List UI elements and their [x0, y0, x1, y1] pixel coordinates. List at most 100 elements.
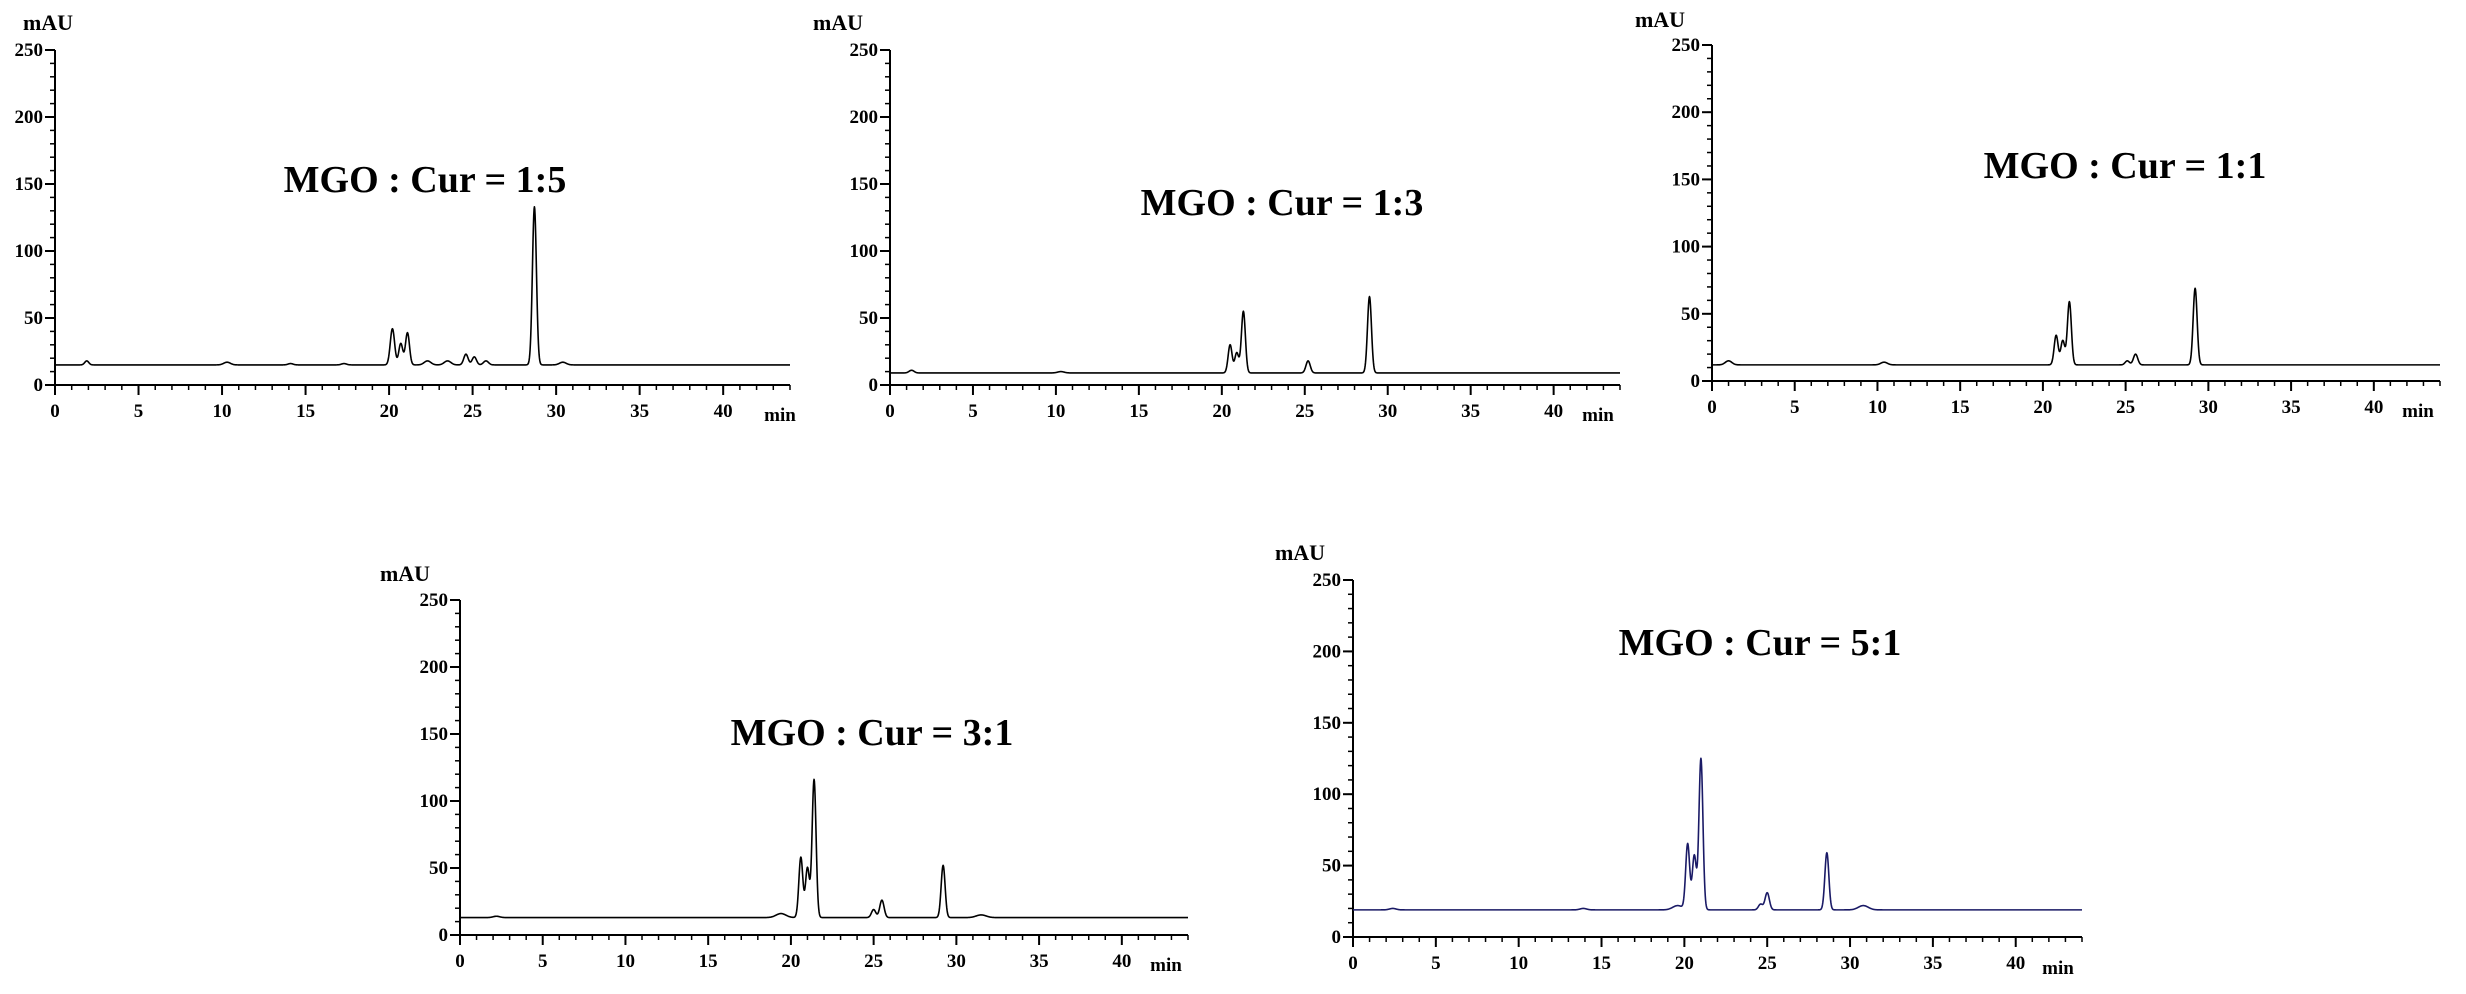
- chart4-x-axis-label: min: [1150, 955, 1182, 976]
- chart4-y-tick-label: 0: [439, 925, 449, 946]
- chart2-annotation: MGO : Cur = 1:3: [1141, 182, 1424, 224]
- chart3-y-tick-label: 250: [1672, 35, 1701, 56]
- chart3-x-axis-label: min: [2402, 401, 2434, 422]
- chart4-y-tick-label: 200: [420, 657, 449, 678]
- chart1-x-tick-label: 5: [134, 401, 144, 422]
- chart5-y-tick-label: 200: [1313, 641, 1342, 662]
- chart1-x-tick-label: 20: [380, 401, 399, 422]
- chart2-x-tick-label: 35: [1461, 401, 1480, 422]
- chart1-x-tick-label: 40: [714, 401, 733, 422]
- chart2-x-tick-label: 0: [885, 401, 895, 422]
- chart3-y-tick-label: 50: [1681, 304, 1700, 325]
- chromatogram-1: 0 50 100 150 200 250 0 5 10 15 20 25 30 35 40 mAU min MGO…: [15, 10, 797, 426]
- chart1-x-tick-label: 35: [630, 401, 649, 422]
- chart2-y-tick-label: 250: [850, 40, 879, 61]
- chart4-series-trace: [459, 778, 1189, 919]
- chart2-x-axis-label: min: [1582, 405, 1614, 426]
- chart1-series-trace: [54, 205, 791, 366]
- chart5-x-tick-label: 0: [1348, 953, 1358, 974]
- chart2-x-tick-label: 40: [1544, 401, 1563, 422]
- chart1-y-axis-label: mAU: [23, 10, 73, 35]
- chart5-x-tick-label: 15: [1592, 953, 1611, 974]
- chromatogram-2: 0 50 100 150 200 250 0 5 10 15 20 25 30 35 40 mAU min MGO…: [813, 10, 1621, 426]
- chart5-y-tick-label: 250: [1313, 570, 1342, 591]
- chromatogram-panel-4: 0 50 100 150 200 250 0 5 10 15 20 25 30 35 40 mAU min MGO…: [380, 561, 1189, 976]
- chart3-x-tick-label: 25: [2116, 397, 2135, 418]
- chart3-y-axis-label: mAU: [1635, 7, 1685, 32]
- chart1-x-axis-label: min: [764, 405, 796, 426]
- chart2-y-tick-label: 150: [850, 174, 879, 195]
- chart1-x-tick-label: 15: [296, 401, 315, 422]
- chart4-x-tick-label: 35: [1030, 951, 1049, 972]
- chart5-x-tick-label: 10: [1509, 953, 1528, 974]
- chart3-y-tick-label: 0: [1691, 371, 1701, 392]
- chart1-y-tick-label: 200: [15, 107, 44, 128]
- chart3-x-tick-label: 30: [2199, 397, 2218, 418]
- chromatogram-panel-2: 0 50 100 150 200 250 0 5 10 15 20 25 30 35 40 mAU min MGO…: [0, 0, 1660, 460]
- chart5-y-tick-label: 150: [1313, 713, 1342, 734]
- chart2-y-tick-label: 0: [869, 375, 879, 396]
- chart5-x-tick-label: 40: [2006, 953, 2025, 974]
- chart1-y-tick-label: 100: [15, 241, 44, 262]
- chart4-y-tick-label: 50: [429, 858, 448, 879]
- chart4-y-tick-label: 150: [420, 724, 449, 745]
- chart5-annotation: MGO : Cur = 5:1: [1619, 622, 1902, 664]
- chromatogram-panel-3: 0 50 100 150 200 250 0 5 10 15 20 25 30 35 40 mAU min MGO…: [0, 0, 2466, 460]
- chart2-x-tick-label: 25: [1295, 401, 1314, 422]
- chromatogram-panel-1: 0 50 100 150 200 250 0 5 10 15 20 25 30 35 40 mAU min MGO…: [0, 0, 830, 460]
- chart1-annotation: MGO : Cur = 1:5: [284, 159, 567, 201]
- chart5-x-tick-label: 35: [1923, 953, 1942, 974]
- chart4-y-axis-label: mAU: [380, 561, 430, 586]
- chart5-y-tick-label: 50: [1322, 856, 1341, 877]
- chart3-x-tick-label: 15: [1951, 397, 1970, 418]
- chart4-x-tick-label: 0: [455, 951, 465, 972]
- chart5-y-tick-label: 100: [1313, 784, 1342, 805]
- chart2-x-tick-label: 5: [968, 401, 978, 422]
- chromatogram-panel-5: 0 50 100 150 200 250 0 5 10 15 20 25 30 35 40 mAU min MGO…: [1275, 540, 2083, 979]
- chart2-x-tick-label: 15: [1129, 401, 1148, 422]
- chart2-x-tick-label: 30: [1378, 401, 1397, 422]
- chart4-y-tick-label: 250: [420, 590, 449, 611]
- chart1-x-tick-label: 10: [213, 401, 232, 422]
- chart1-x-tick-label: 25: [463, 401, 482, 422]
- chart4-x-tick-label: 25: [864, 951, 883, 972]
- chart5-y-tick-label: 0: [1332, 927, 1342, 948]
- chromatogram-3: 0 50 100 150 200 250 0 5 10 15 20 25 30 35 40 mAU min MGO…: [1635, 7, 2441, 422]
- chart3-y-tick-label: 150: [1672, 169, 1701, 190]
- chart5-x-tick-label: 20: [1675, 953, 1694, 974]
- chart3-x-tick-label: 0: [1707, 397, 1717, 418]
- chromatogram-4: 0 50 100 150 200 250 0 5 10 15 20 25 30 35 40 mAU min MGO…: [380, 561, 1189, 976]
- chart3-y-tick-label: 200: [1672, 102, 1701, 123]
- chart3-x-tick-label: 5: [1790, 397, 1800, 418]
- chart2-y-tick-label: 100: [850, 241, 879, 262]
- chart3-x-tick-label: 20: [2033, 397, 2052, 418]
- chart3-x-tick-label: 40: [2364, 397, 2383, 418]
- chart1-x-tick-label: 0: [50, 401, 60, 422]
- chart5-x-tick-label: 5: [1431, 953, 1441, 974]
- chart4-y-tick-label: 100: [420, 791, 449, 812]
- chart4-annotation: MGO : Cur = 3:1: [731, 712, 1014, 754]
- chart4-x-tick-label: 30: [947, 951, 966, 972]
- chart3-annotation: MGO : Cur = 1:1: [1984, 145, 2267, 187]
- chart4-x-tick-label: 15: [699, 951, 718, 972]
- chart3-x-tick-label: 10: [1868, 397, 1887, 418]
- chart1-y-tick-label: 50: [24, 308, 43, 329]
- chart1-y-tick-label: 0: [34, 375, 44, 396]
- chart3-x-tick-label: 35: [2282, 397, 2301, 418]
- chart2-y-tick-label: 200: [850, 107, 879, 128]
- chart5-x-axis-label: min: [2042, 958, 2074, 979]
- chart4-x-tick-label: 5: [538, 951, 548, 972]
- chart1-x-tick-label: 30: [547, 401, 566, 422]
- chart4-x-tick-label: 40: [1112, 951, 1131, 972]
- chart2-x-tick-label: 20: [1212, 401, 1231, 422]
- chart2-y-axis-label: mAU: [813, 10, 863, 35]
- chromatogram-5: 0 50 100 150 200 250 0 5 10 15 20 25 30 35 40 mAU min MGO…: [1275, 540, 2083, 979]
- chart2-y-tick-label: 50: [859, 308, 878, 329]
- chart5-y-axis-label: mAU: [1275, 540, 1325, 565]
- chart1-y-tick-label: 150: [15, 174, 44, 195]
- chart5-x-tick-label: 30: [1841, 953, 1860, 974]
- chart5-series-trace: [1352, 757, 2083, 911]
- chart4-x-tick-label: 20: [781, 951, 800, 972]
- chart1-y-tick-label: 250: [15, 40, 44, 61]
- chart3-series-trace: [1711, 287, 2441, 366]
